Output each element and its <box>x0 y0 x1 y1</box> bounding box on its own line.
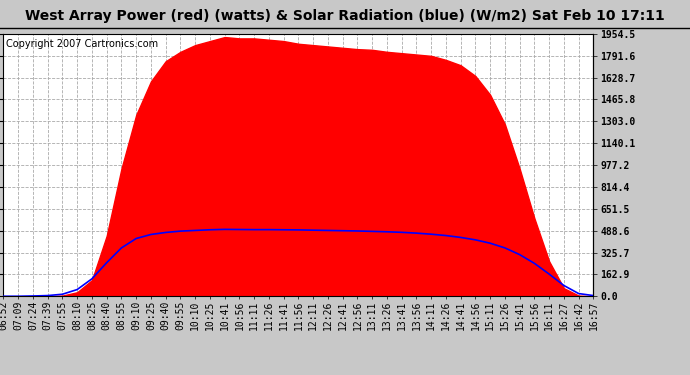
Text: Copyright 2007 Cartronics.com: Copyright 2007 Cartronics.com <box>6 39 159 49</box>
Text: West Array Power (red) (watts) & Solar Radiation (blue) (W/m2) Sat Feb 10 17:11: West Array Power (red) (watts) & Solar R… <box>25 9 665 23</box>
